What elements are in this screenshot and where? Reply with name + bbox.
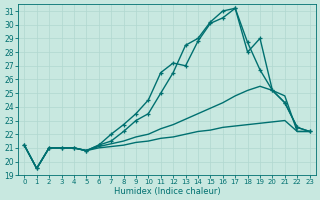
X-axis label: Humidex (Indice chaleur): Humidex (Indice chaleur) [114,187,220,196]
